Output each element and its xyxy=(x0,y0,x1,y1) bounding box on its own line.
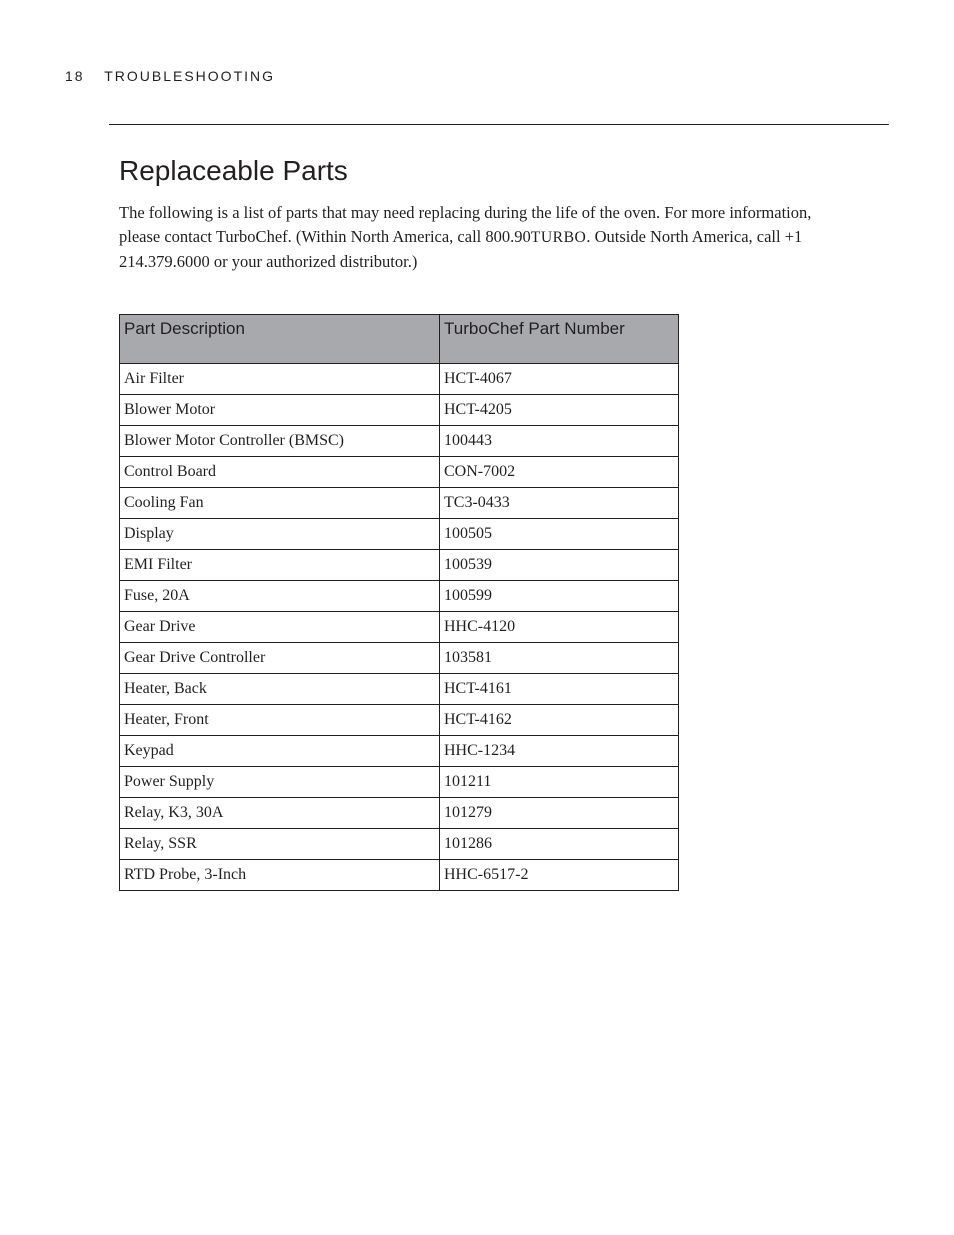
cell-partnumber: HCT-4161 xyxy=(440,673,679,704)
cell-description: EMI Filter xyxy=(120,549,440,580)
cell-partnumber: HCT-4205 xyxy=(440,394,679,425)
table-row: Control BoardCON-7002 xyxy=(120,456,679,487)
cell-description: Air Filter xyxy=(120,363,440,394)
cell-description: Blower Motor Controller (BMSC) xyxy=(120,425,440,456)
table-row: Blower MotorHCT-4205 xyxy=(120,394,679,425)
cell-partnumber: HHC-1234 xyxy=(440,735,679,766)
cell-partnumber: 100599 xyxy=(440,580,679,611)
cell-description: RTD Probe, 3-Inch xyxy=(120,859,440,890)
table-row: Heater, FrontHCT-4162 xyxy=(120,704,679,735)
cell-partnumber: 101211 xyxy=(440,766,679,797)
cell-description: Control Board xyxy=(120,456,440,487)
cell-description: Relay, K3, 30A xyxy=(120,797,440,828)
cell-partnumber: TC3-0433 xyxy=(440,487,679,518)
table-row: Gear Drive Controller103581 xyxy=(120,642,679,673)
table-row: Air FilterHCT-4067 xyxy=(120,363,679,394)
cell-description: Relay, SSR xyxy=(120,828,440,859)
page-content: Replaceable Parts The following is a lis… xyxy=(119,155,849,891)
cell-partnumber: HHC-4120 xyxy=(440,611,679,642)
col-header-partnumber: TurboChef Part Number xyxy=(440,314,679,363)
cell-description: Gear Drive Controller xyxy=(120,642,440,673)
table-row: Power Supply101211 xyxy=(120,766,679,797)
cell-description: Gear Drive xyxy=(120,611,440,642)
cell-description: Fuse, 20A xyxy=(120,580,440,611)
cell-description: Power Supply xyxy=(120,766,440,797)
table-row: Blower Motor Controller (BMSC)100443 xyxy=(120,425,679,456)
cell-partnumber: 100505 xyxy=(440,518,679,549)
section-title: Replaceable Parts xyxy=(119,155,849,187)
page-number: 18 xyxy=(65,68,85,84)
table-row: KeypadHHC-1234 xyxy=(120,735,679,766)
table-row: Fuse, 20A100599 xyxy=(120,580,679,611)
cell-description: Cooling Fan xyxy=(120,487,440,518)
cell-partnumber: CON-7002 xyxy=(440,456,679,487)
cell-description: Blower Motor xyxy=(120,394,440,425)
table-row: Relay, SSR101286 xyxy=(120,828,679,859)
section-running-title: TROUBLESHOOTING xyxy=(104,68,275,84)
running-header: 18 TROUBLESHOOTING xyxy=(65,68,889,84)
parts-table: Part Description TurboChef Part Number A… xyxy=(119,314,679,891)
intro-paragraph: The following is a list of parts that ma… xyxy=(119,201,849,274)
cell-partnumber: HCT-4162 xyxy=(440,704,679,735)
table-row: Gear DriveHHC-4120 xyxy=(120,611,679,642)
table-row: Relay, K3, 30A101279 xyxy=(120,797,679,828)
header-rule xyxy=(109,124,889,125)
cell-description: Keypad xyxy=(120,735,440,766)
table-row: Cooling FanTC3-0433 xyxy=(120,487,679,518)
cell-partnumber: HHC-6517-2 xyxy=(440,859,679,890)
table-row: Heater, BackHCT-4161 xyxy=(120,673,679,704)
col-header-description: Part Description xyxy=(120,314,440,363)
cell-partnumber: HCT-4067 xyxy=(440,363,679,394)
cell-partnumber: 101286 xyxy=(440,828,679,859)
cell-description: Display xyxy=(120,518,440,549)
table-row: EMI Filter100539 xyxy=(120,549,679,580)
cell-description: Heater, Front xyxy=(120,704,440,735)
table-row: RTD Probe, 3-InchHHC-6517-2 xyxy=(120,859,679,890)
intro-smallcaps: TURBO xyxy=(531,229,587,246)
cell-description: Heater, Back xyxy=(120,673,440,704)
cell-partnumber: 100443 xyxy=(440,425,679,456)
cell-partnumber: 103581 xyxy=(440,642,679,673)
table-header-row: Part Description TurboChef Part Number xyxy=(120,314,679,363)
table-row: Display100505 xyxy=(120,518,679,549)
cell-partnumber: 101279 xyxy=(440,797,679,828)
cell-partnumber: 100539 xyxy=(440,549,679,580)
